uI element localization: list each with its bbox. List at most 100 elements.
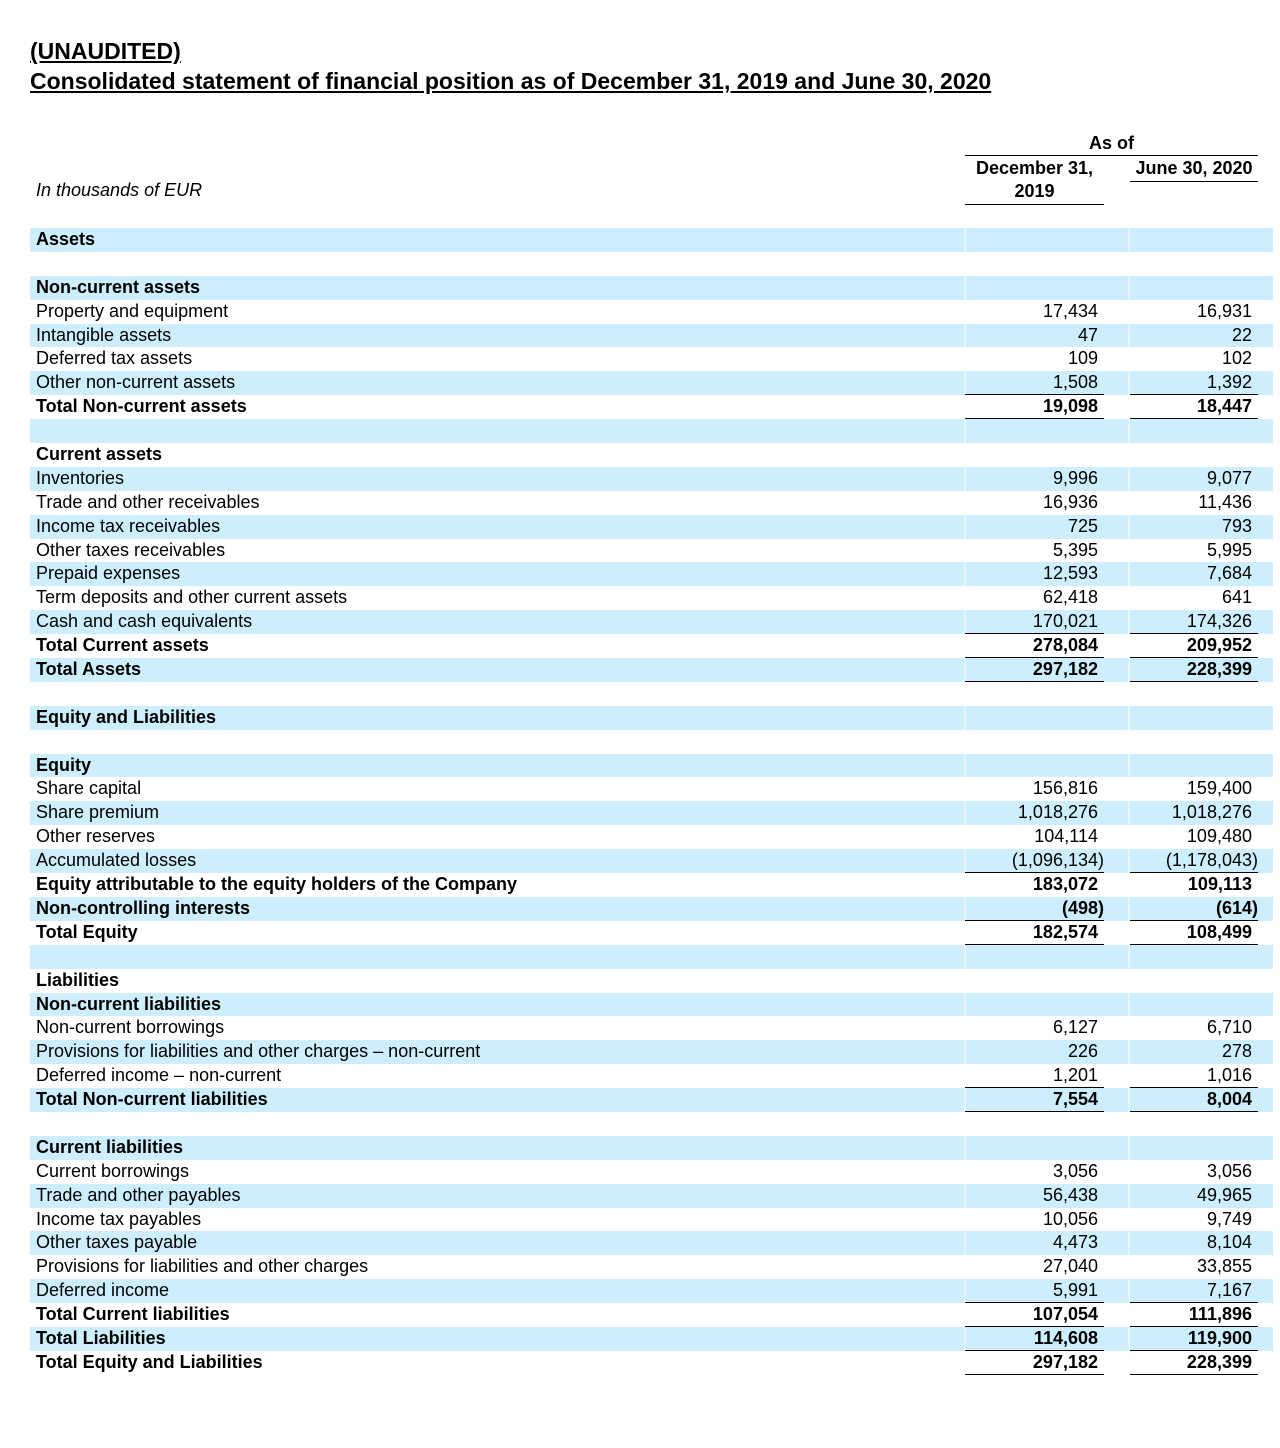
as-of-header: As of [965,132,1258,156]
value-jun-2020: 18,447 [1130,395,1258,420]
row-label: Equity [36,754,92,775]
value-dec-2019: 297,182 [965,1351,1104,1375]
table-row: Non-current borrowings 6,127 6,710 [30,1016,1273,1040]
table-row: Cash and cash equivalents 170,021 174,326 [30,610,1273,635]
spacer-row [30,1112,1273,1136]
value-jun-2020: 228,399 [1130,658,1258,682]
row-label: Total Current assets [36,635,209,656]
row-label: Cash and cash equivalents [36,611,253,632]
value-jun-2020: 111,896 [1130,1303,1258,1327]
table-row: Non-current liabilities [30,992,1273,1017]
value-jun-2020: 228,399 [1130,1351,1258,1375]
value-dec-2019: 182,574 [965,921,1104,945]
value-dec-2019: 278,084 [965,634,1104,659]
value-jun-2020: 109,480 [1186,826,1252,847]
value-dec-2019: 16,936 [1042,491,1098,512]
table-row: Other taxes receivables 5,395 5,995 [30,539,1273,563]
value-dec-2019: 9,996 [1052,467,1098,488]
table-row: Deferred income 5,991 7,167 [30,1279,1273,1304]
value-dec-2019: 170,021 [965,610,1104,635]
table-row: Current assets [30,443,1273,467]
row-label: Trade and other payables [36,1184,241,1205]
value-dec-2019: 5,991 [965,1279,1104,1304]
row-label: Intangible assets [36,324,172,345]
row-label: Share capital [36,778,142,799]
row-label: Total Current liabilities [36,1304,230,1325]
value-jun-2020: 119,900 [1130,1327,1258,1351]
table-row: Current borrowings 3,056 3,056 [30,1160,1273,1184]
value-jun-2020: 278 [1221,1041,1252,1062]
value-dec-2019: 6,127 [1052,1017,1098,1038]
value-jun-2020: 174,326 [1130,610,1258,635]
table-row: Other taxes payable 4,473 8,104 [30,1231,1273,1256]
value-dec-2019: 1,018,276 [1017,802,1098,823]
row-label: Deferred tax assets [36,348,193,369]
row-label: Income tax payables [36,1208,202,1229]
value-dec-2019: 12,593 [1042,563,1098,584]
spacer-row [30,730,1273,754]
value-dec-2019: 47 [1077,324,1098,345]
table-row: Deferred tax assets 109 102 [30,347,1273,371]
table-row: Total Non-current assets 19,098 18,447 [30,395,1273,420]
value-jun-2020: 6,710 [1206,1017,1252,1038]
row-label: Current borrowings [36,1160,190,1181]
table-row: Equity and Liabilities [30,705,1273,730]
value-dec-2019: 226 [1067,1041,1098,1062]
value-jun-2020: 793 [1221,515,1252,536]
value-jun-2020: 7,684 [1206,563,1252,584]
row-label: Non-current liabilities [36,993,222,1014]
value-jun-2020: 8,004 [1130,1088,1258,1112]
row-label: Inventories [36,467,125,488]
value-jun-2020: 109,113 [1187,874,1252,895]
value-jun-2020: 9,077 [1206,467,1252,488]
value-jun-2020: 159,400 [1186,778,1252,799]
value-jun-2020: (614) [1130,897,1258,921]
table-row: Equity [30,753,1273,778]
table-row: Trade and other payables 56,438 49,965 [30,1183,1273,1208]
spacer-row [30,682,1273,706]
row-label: Total Assets [36,659,142,680]
table-row: Intangible assets 47 22 [30,323,1273,348]
value-jun-2020: 9,749 [1206,1208,1252,1229]
row-label: Other taxes payable [36,1232,198,1253]
table-row: Equity attributable to the equity holder… [30,873,1273,897]
statement-title: Consolidated statement of financial posi… [30,68,992,94]
table-row: Other reserves 104,114 109,480 [30,825,1273,849]
value-dec-2019: 56,438 [1042,1184,1098,1205]
row-label: Current liabilities [36,1136,184,1157]
row-label: Trade and other receivables [36,491,260,512]
row-label: Total Liabilities [36,1327,166,1348]
row-label: Equity and Liabilities [36,706,217,727]
table-row: Other non-current assets 1,508 1,392 [30,371,1273,396]
value-jun-2020: 102 [1221,348,1252,369]
value-dec-2019: 27,040 [1042,1256,1098,1277]
value-dec-2019: 104,114 [1034,826,1098,847]
row-label: Accumulated losses [36,850,197,871]
value-dec-2019: 1,508 [965,371,1104,396]
table-row: Prepaid expenses 12,593 7,684 [30,562,1273,587]
row-label: Share premium [36,802,160,823]
value-dec-2019: 107,054 [965,1303,1104,1327]
row-label: Other reserves [36,826,156,847]
table-row: Deferred income – non-current 1,201 1,016 [30,1064,1273,1089]
spacer-row [30,419,1273,444]
table-row: Assets [30,228,1273,252]
value-jun-2020: 108,499 [1130,921,1258,945]
row-label: Deferred income [36,1280,170,1301]
table-row: Inventories 9,996 9,077 [30,466,1273,491]
units-label: In thousands of EUR [36,180,203,200]
value-jun-2020: 641 [1221,587,1252,608]
row-label: Total Equity [36,921,138,942]
row-label: Term deposits and other current assets [36,587,348,608]
value-dec-2019: (1,096,134) [965,849,1104,874]
value-jun-2020: 209,952 [1130,634,1258,659]
table-row: Total Equity and Liabilities 297,182 228,3… [30,1351,1273,1375]
row-label: Non-controlling interests [36,897,251,918]
value-jun-2020: 8,104 [1206,1232,1252,1253]
value-dec-2019: 10,056 [1042,1208,1098,1229]
value-dec-2019: 109 [1067,348,1098,369]
value-jun-2020: 5,995 [1206,539,1252,560]
row-label: Total Equity and Liabilities [36,1351,263,1372]
table-row: Income tax receivables 725 793 [30,514,1273,539]
table-row: Total Non-current liabilities 7,554 8,004 [30,1088,1273,1112]
